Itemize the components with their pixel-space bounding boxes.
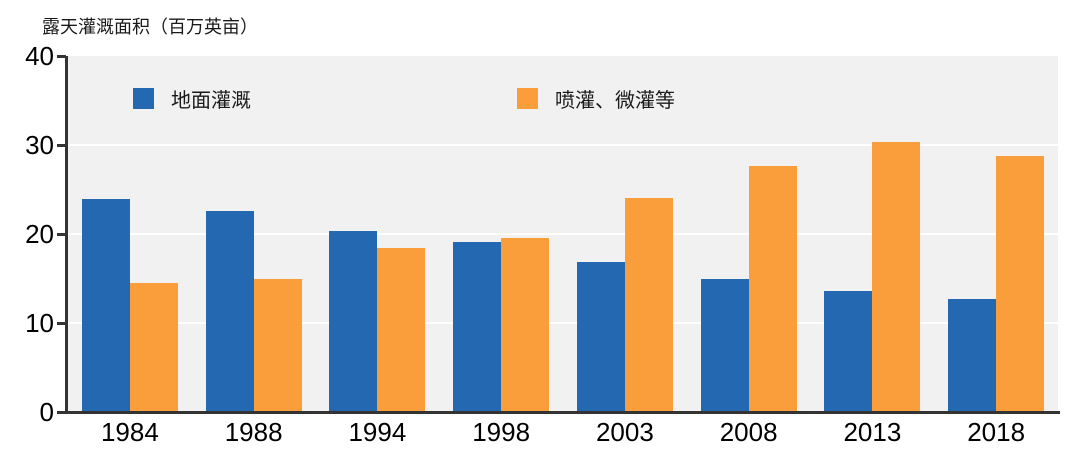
- bar-orange-1988: [253, 278, 302, 412]
- y-tick-label-10: 10: [25, 308, 54, 338]
- y-tick-label-0: 0: [39, 397, 54, 427]
- bar-blue-1988: [205, 210, 254, 412]
- x-label-1988: 1988: [224, 417, 283, 447]
- bar-blue-2013: [824, 290, 873, 412]
- gridline-20: [68, 233, 1058, 235]
- y-tick-label-30: 30: [25, 130, 54, 160]
- bar-orange-1984: [129, 282, 178, 412]
- y-tick-label-40: 40: [25, 41, 54, 71]
- gridline-30: [68, 144, 1058, 146]
- legend-label-sprinkler-micro: 喷灌、微灌等: [555, 90, 675, 112]
- x-label-2008: 2008: [719, 417, 778, 447]
- y-tick-0: [57, 410, 66, 414]
- x-label-2013: 2013: [843, 417, 902, 447]
- y-axis-line: [65, 56, 68, 414]
- bar-orange-2018: [996, 155, 1045, 412]
- y-tick-30: [57, 143, 66, 147]
- bar-orange-2003: [624, 197, 673, 412]
- y-tick-label-20: 20: [25, 219, 54, 249]
- y-tick-20: [57, 232, 66, 236]
- bar-orange-1998: [501, 238, 550, 412]
- x-label-1994: 1994: [348, 417, 407, 447]
- gridline-10: [68, 322, 1058, 324]
- bar-orange-1994: [377, 248, 426, 412]
- bar-blue-1984: [81, 199, 130, 412]
- bar-blue-1994: [329, 231, 378, 412]
- legend-item-sprinkler-micro: 喷灌、微灌等: [517, 84, 675, 113]
- bar-orange-2013: [872, 142, 921, 412]
- bar-blue-1998: [453, 242, 502, 412]
- y-tick-10: [57, 321, 66, 325]
- legend-swatch-blue: [133, 88, 154, 109]
- bar-blue-2018: [948, 298, 997, 412]
- x-label-1998: 1998: [472, 417, 531, 447]
- legend-label-surface-irrigation: 地面灌溉: [171, 90, 251, 112]
- bar-blue-2008: [700, 278, 749, 412]
- x-label-2018: 2018: [967, 417, 1026, 447]
- legend-swatch-orange: [517, 88, 538, 109]
- x-label-1984: 1984: [100, 417, 159, 447]
- x-axis-line: [57, 411, 1060, 414]
- bar-blue-2003: [576, 261, 625, 412]
- legend-item-surface-irrigation: 地面灌溉: [133, 84, 251, 113]
- chart-title: 露天灌溉面积（百万英亩）: [42, 17, 258, 38]
- x-label-2003: 2003: [595, 417, 654, 447]
- y-tick-40: [57, 54, 66, 58]
- bar-orange-2008: [748, 166, 797, 412]
